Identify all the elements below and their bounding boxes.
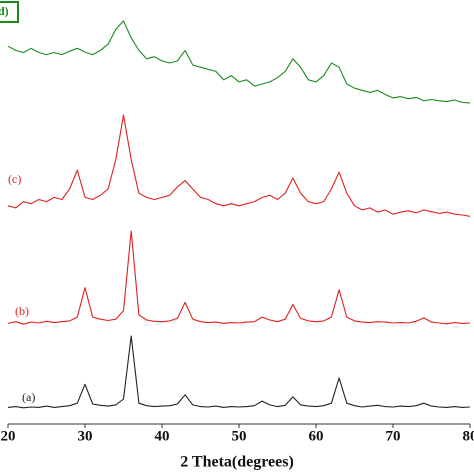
series-label: (b) (15, 304, 29, 318)
xrd-pattern (7, 230, 471, 325)
xrd-pattern (7, 114, 471, 217)
series-label: (d) (0, 4, 9, 18)
series-label: (a) (22, 390, 35, 404)
x-tick-label: 30 (78, 428, 93, 444)
label-box (0, 1, 19, 23)
x-tick-label: 70 (386, 428, 401, 444)
x-axis-title: 2 Theta(degrees) (180, 454, 294, 471)
x-tick-label: 50 (232, 428, 247, 444)
x-tick-label: 20 (1, 428, 16, 444)
x-tick-label: 80 (463, 428, 474, 444)
x-tick-label: 60 (309, 428, 324, 444)
series-label: (c) (8, 172, 21, 186)
xrd-pattern (7, 20, 471, 104)
x-tick-label: 40 (155, 428, 170, 444)
xrd-pattern (7, 335, 471, 409)
